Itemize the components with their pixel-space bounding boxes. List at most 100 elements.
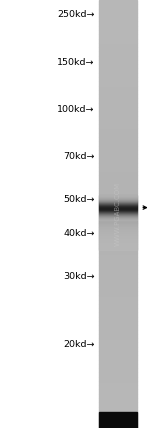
- Bar: [99, 30, 137, 34]
- Bar: [99, 26, 137, 30]
- Bar: [99, 205, 137, 210]
- Bar: [99, 321, 137, 325]
- Bar: [99, 424, 137, 428]
- Bar: [99, 231, 137, 232]
- Bar: [99, 247, 137, 248]
- Bar: [99, 171, 137, 175]
- Bar: [99, 184, 137, 188]
- Bar: [99, 245, 137, 246]
- Bar: [99, 56, 137, 60]
- Bar: [99, 364, 137, 368]
- Bar: [99, 265, 137, 270]
- Bar: [99, 287, 137, 291]
- Bar: [99, 411, 137, 415]
- Bar: [99, 231, 137, 235]
- Bar: [99, 270, 137, 274]
- Bar: [99, 278, 137, 282]
- Bar: [99, 236, 137, 237]
- Bar: [99, 244, 137, 248]
- Bar: [99, 243, 137, 244]
- Bar: [99, 226, 137, 227]
- Bar: [99, 237, 137, 238]
- Bar: [99, 60, 137, 64]
- Bar: [99, 158, 137, 163]
- Bar: [99, 188, 137, 193]
- Bar: [99, 68, 137, 73]
- Text: 250kd→: 250kd→: [57, 10, 94, 20]
- Bar: [99, 223, 137, 227]
- Bar: [99, 368, 137, 372]
- Bar: [99, 317, 137, 321]
- Bar: [99, 227, 137, 228]
- Bar: [99, 223, 137, 224]
- Bar: [99, 407, 137, 411]
- Bar: [99, 234, 137, 235]
- Bar: [99, 394, 137, 398]
- Bar: [99, 398, 137, 402]
- Bar: [99, 360, 137, 364]
- Bar: [99, 103, 137, 107]
- Bar: [99, 304, 137, 308]
- Bar: [99, 86, 137, 90]
- Bar: [99, 351, 137, 355]
- Bar: [99, 347, 137, 351]
- Bar: [99, 214, 137, 218]
- Bar: [99, 230, 137, 231]
- Bar: [99, 228, 137, 229]
- Bar: [99, 141, 137, 146]
- Bar: [99, 415, 137, 419]
- Bar: [99, 295, 137, 300]
- Bar: [99, 146, 137, 150]
- Bar: [99, 249, 137, 250]
- Bar: [99, 51, 137, 56]
- Bar: [99, 154, 137, 158]
- Bar: [99, 201, 137, 205]
- Bar: [99, 300, 137, 304]
- Bar: [99, 385, 137, 389]
- Bar: [99, 225, 137, 226]
- Bar: [99, 13, 137, 17]
- Bar: [99, 308, 137, 312]
- Bar: [99, 235, 137, 236]
- Bar: [99, 107, 137, 111]
- Bar: [99, 180, 137, 184]
- Text: 70kd→: 70kd→: [63, 152, 94, 161]
- Bar: [99, 241, 137, 242]
- Bar: [99, 246, 137, 247]
- Bar: [99, 412, 137, 428]
- Bar: [99, 232, 137, 233]
- Text: WWW.PGABC.COM: WWW.PGABC.COM: [115, 182, 121, 246]
- Bar: [99, 372, 137, 377]
- Text: 100kd→: 100kd→: [57, 104, 94, 114]
- Bar: [99, 218, 137, 223]
- Bar: [99, 43, 137, 47]
- Bar: [99, 240, 137, 244]
- Bar: [99, 220, 137, 221]
- Bar: [99, 34, 137, 39]
- Bar: [99, 175, 137, 180]
- Bar: [99, 229, 137, 230]
- Bar: [99, 81, 137, 86]
- Text: 20kd→: 20kd→: [63, 340, 94, 349]
- Bar: [99, 77, 137, 81]
- Bar: [99, 193, 137, 197]
- Bar: [99, 9, 137, 13]
- Bar: [99, 17, 137, 21]
- Bar: [99, 221, 137, 222]
- Bar: [99, 94, 137, 98]
- Bar: [99, 338, 137, 342]
- Bar: [99, 238, 137, 239]
- Bar: [99, 233, 137, 234]
- Bar: [99, 261, 137, 265]
- Bar: [99, 116, 137, 120]
- Text: 150kd→: 150kd→: [57, 57, 94, 67]
- Bar: [99, 133, 137, 137]
- Bar: [99, 111, 137, 116]
- Bar: [99, 197, 137, 201]
- Bar: [99, 90, 137, 94]
- Bar: [99, 128, 137, 133]
- Bar: [99, 242, 137, 243]
- Bar: [99, 257, 137, 261]
- Bar: [99, 240, 137, 241]
- Bar: [99, 167, 137, 171]
